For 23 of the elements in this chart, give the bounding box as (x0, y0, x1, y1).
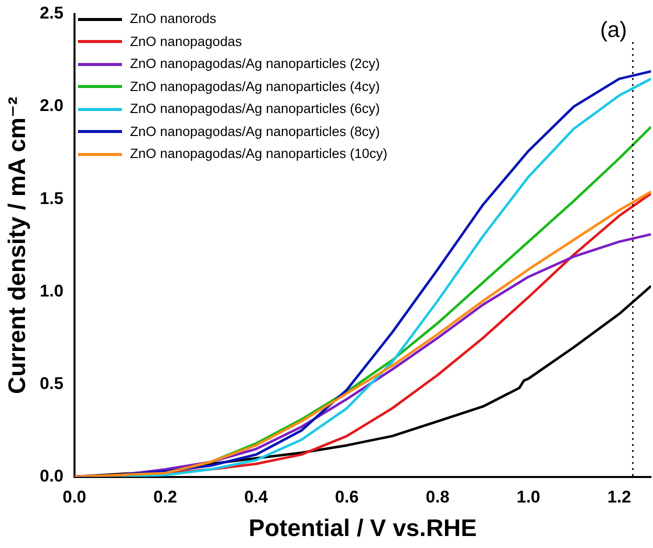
y-tick-label: 2.5 (40, 4, 64, 23)
x-tick-label: 0.4 (244, 488, 268, 507)
y-tick-label: 2.0 (40, 96, 64, 116)
y-tick-label: 1.0 (40, 281, 64, 300)
legend-label: ZnO nanorods (130, 10, 216, 28)
legend-label: ZnO nanopagodas/Ag nanoparticles (6cy) (130, 100, 380, 118)
x-tick-label: 0.6 (335, 488, 359, 507)
x-tick-label: 1.0 (516, 488, 540, 507)
x-tick-label: 0.2 (153, 488, 178, 507)
legend-label: ZnO nanopagodas/Ag nanoparticles (4cy) (130, 78, 380, 96)
legend-label: ZnO nanopagodas (130, 32, 242, 51)
x-tick-label: 0.8 (426, 488, 450, 507)
x-tick-label: 0.0 (62, 488, 86, 507)
y-tick-label: 1.5 (40, 188, 64, 208)
y-tick-label: 0.0 (40, 466, 64, 486)
annotation: (a) (600, 17, 627, 42)
legend-label: ZnO nanopagodas/Ag nanoparticles (2cy) (130, 55, 380, 73)
y-axis-title: Current density / mA cm⁻² (4, 96, 32, 394)
legend-label: ZnO nanopagodas/Ag nanoparticles (8cy) (130, 122, 380, 141)
x-tick-label: 1.2 (607, 488, 632, 507)
x-axis-title: Potential / V vs.RHE (248, 515, 477, 542)
y-tick-label: 0.5 (40, 374, 64, 393)
legend-label: ZnO nanopagodas/Ag nanoparticles (10cy) (130, 145, 388, 163)
